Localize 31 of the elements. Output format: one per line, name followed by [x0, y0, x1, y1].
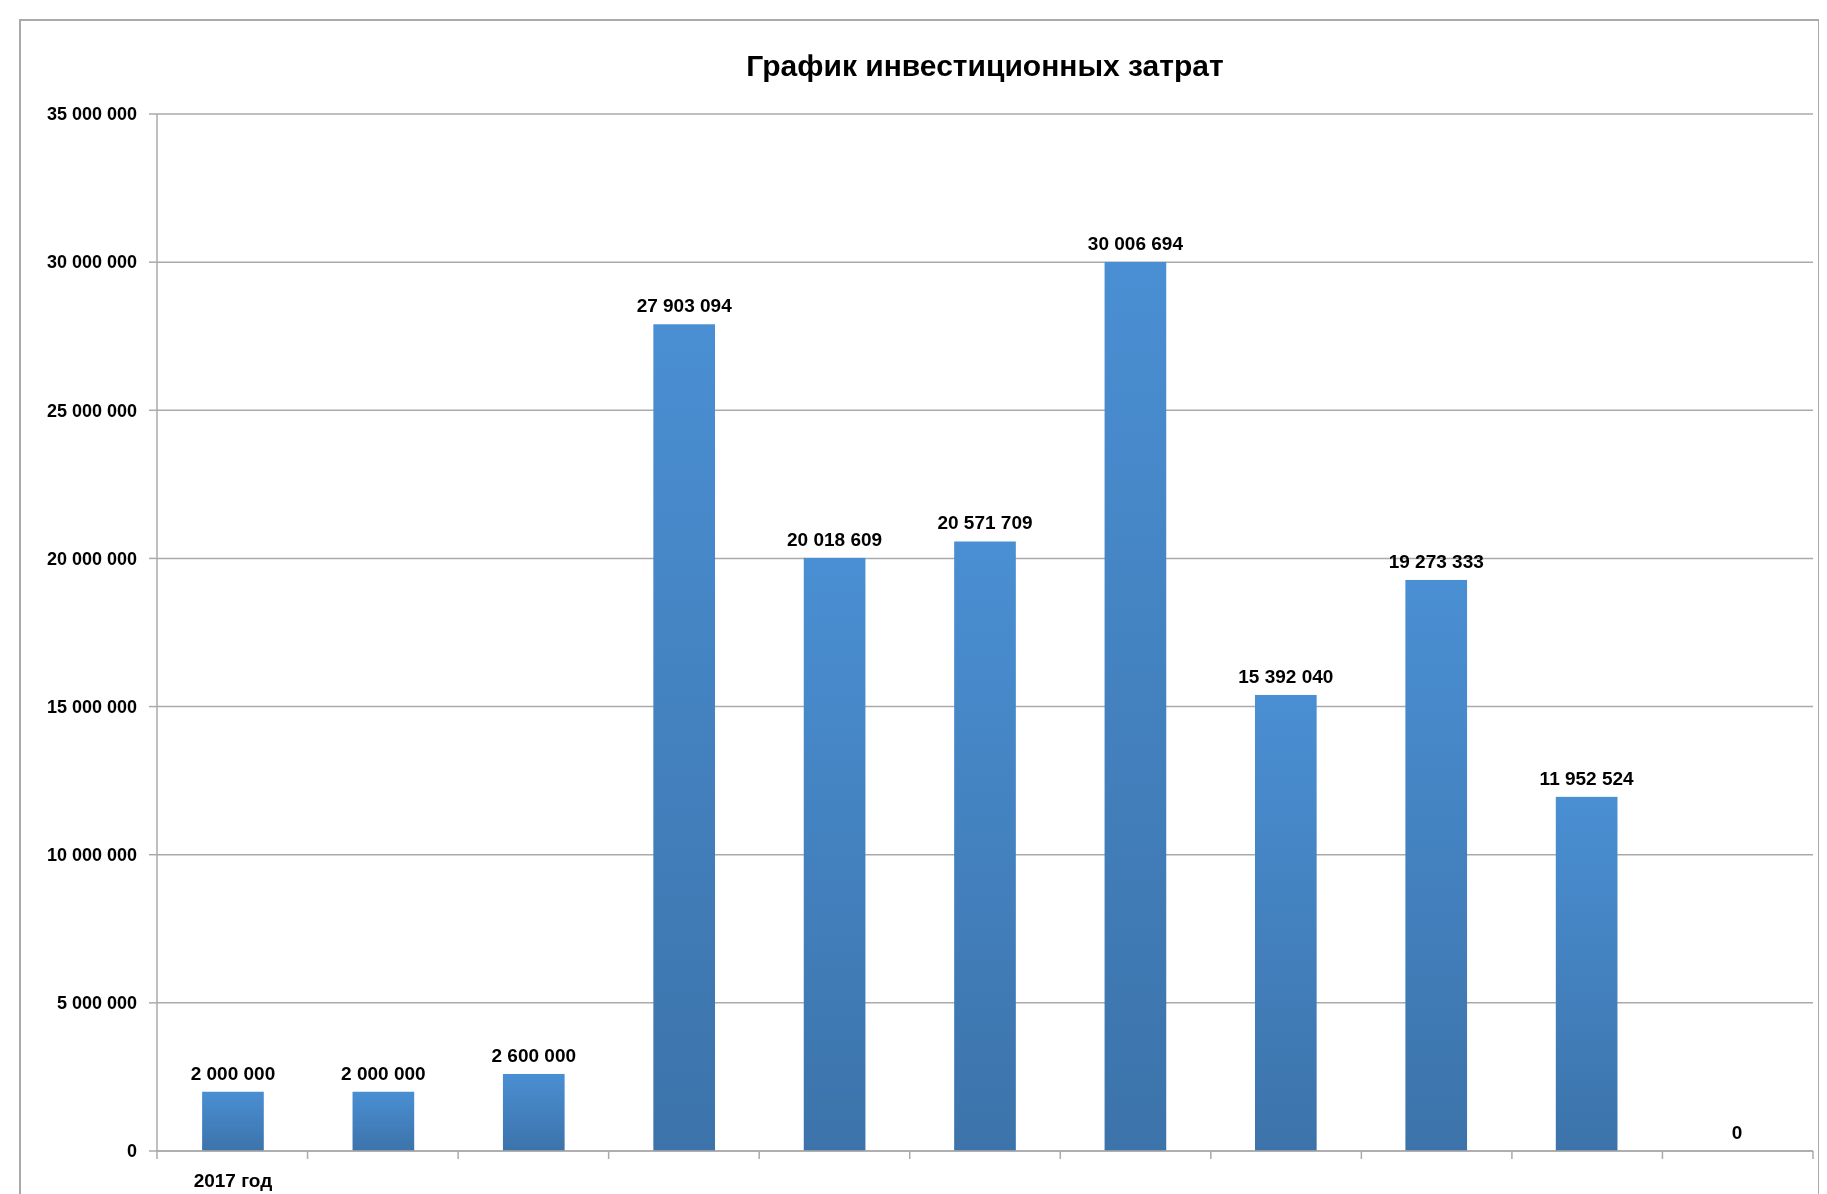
data-label: 15 392 040 [1238, 665, 1334, 687]
y-tick-label: 15 000 000 [46, 696, 137, 717]
data-label: 2 000 000 [190, 1062, 276, 1084]
chart-title: График инвестиционных затрат [746, 49, 1224, 82]
data-label: 2 000 000 [341, 1062, 426, 1084]
y-tick-label: 10 000 000 [46, 845, 137, 866]
bar [1405, 579, 1468, 1151]
data-label: 2 600 000 [491, 1044, 577, 1066]
data-label: 20 571 709 [937, 512, 1033, 534]
data-label: 19 273 333 [1388, 550, 1484, 572]
y-tick-label: 5 000 000 [56, 993, 137, 1014]
bar [803, 557, 866, 1151]
y-tick-label: 30 000 000 [46, 252, 137, 273]
bar [1555, 796, 1618, 1151]
bar [954, 541, 1016, 1151]
bar [352, 1091, 415, 1151]
y-tick-label: 20 000 000 [46, 548, 137, 569]
bar [653, 324, 716, 1151]
data-label: 27 903 094 [636, 295, 733, 317]
bar [202, 1091, 264, 1151]
x-tick-label: 2017 год [193, 1170, 273, 1191]
data-label: 0 [1731, 1122, 1743, 1143]
bar [1254, 694, 1317, 1151]
y-tick-label: 25 000 000 [46, 400, 137, 421]
data-label: 30 006 694 [1087, 232, 1184, 254]
data-label: 20 018 609 [787, 528, 883, 550]
y-tick-label: 35 000 000 [46, 104, 137, 125]
y-tick-label: 0 [126, 1141, 137, 1162]
bar [1104, 261, 1167, 1151]
bar [502, 1073, 565, 1151]
data-label: 11 952 524 [1539, 767, 1635, 789]
